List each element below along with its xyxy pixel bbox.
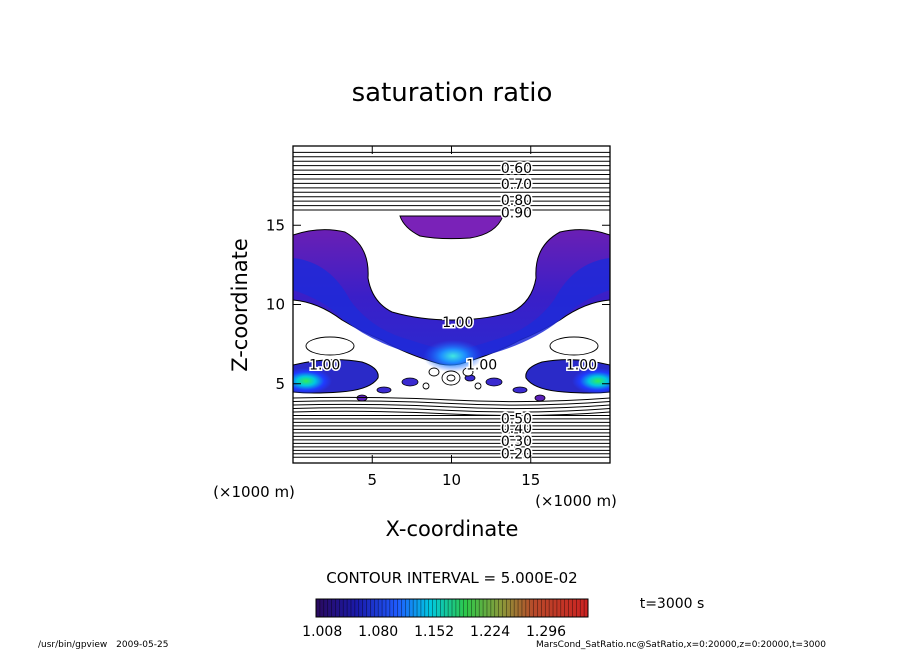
- x-tick-label: 5: [367, 471, 377, 489]
- colorbar-tick-label: 1.224: [470, 624, 510, 640]
- y-tick-label: 10: [266, 296, 285, 314]
- contour-label: 0.60: [501, 161, 532, 177]
- chart-title: saturation ratio: [352, 78, 553, 108]
- colorbar-tick-label: 1.008: [302, 624, 342, 640]
- y-tick-label: 5: [275, 375, 285, 393]
- y-tick-label: 15: [266, 216, 285, 234]
- y-axis-unit: (×1000 m): [213, 483, 295, 501]
- contour-label: 1.00: [309, 358, 340, 374]
- x-axis-unit: (×1000 m): [535, 492, 617, 510]
- y-axis-label: Z-coordinate: [228, 238, 252, 372]
- contour-label-text: 1.00: [442, 315, 473, 331]
- contour-label-text: 0.50: [501, 412, 532, 428]
- contour-label-text: 0.60: [501, 161, 532, 177]
- contour-label: 1.00: [466, 358, 497, 374]
- footer-source: MarsCond_SatRatio.nc@SatRatio,x=0:20000,…: [536, 640, 826, 650]
- colorbar-tick-label: 1.152: [414, 624, 454, 640]
- colorbar: 1.008 1.080 1.152 1.224 1.296: [302, 599, 588, 640]
- colorbar-tick-label: 1.080: [358, 624, 398, 640]
- contour-label-text: 1.00: [566, 358, 597, 374]
- time-label: t=3000 s: [640, 596, 705, 612]
- contour-label: 0.70: [501, 177, 532, 193]
- contour-interval-label: CONTOUR INTERVAL = 5.000E-02: [326, 569, 577, 587]
- contour-label-text: 0.90: [501, 206, 532, 222]
- footer-date: 2009-05-25: [116, 640, 168, 650]
- contour-label-text: 1.00: [309, 358, 340, 374]
- contour-label: 1.00: [442, 315, 473, 331]
- contour-label-text: 0.70: [501, 177, 532, 193]
- colorbar-tick-labels: 1.008 1.080 1.152 1.224 1.296: [302, 624, 566, 640]
- contour-label: 1.00: [566, 358, 597, 374]
- program-path: /usr/bin/gpview: [38, 640, 107, 650]
- plot-area: 0.600.700.800.901.001.00 1.001.000.200.30…: [280, 146, 624, 463]
- contour-label: 0.50: [501, 412, 532, 428]
- footer-program: /usr/bin/gpview 2009-05-25: [38, 640, 168, 650]
- x-tick-label: 15: [521, 471, 540, 489]
- contour-label-text: 1.00: [466, 358, 497, 374]
- contour-label: 0.90: [501, 206, 532, 222]
- x-tick-label: 10: [442, 471, 461, 489]
- x-axis-label: X-coordinate: [386, 517, 519, 541]
- colorbar-tick-label: 1.296: [526, 624, 566, 640]
